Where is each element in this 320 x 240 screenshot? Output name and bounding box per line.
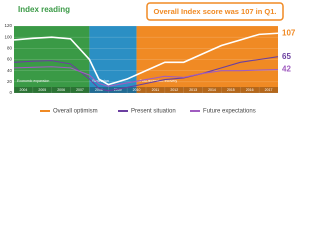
callout-text: Overall Index score was 107 in Q1. — [154, 7, 277, 16]
x-tick-label: 2004 — [20, 88, 28, 92]
x-tick-label: 2008 — [95, 88, 103, 92]
end-label: 107 — [282, 28, 296, 37]
x-tick-label: 2017 — [265, 88, 273, 92]
legend-label: Present situation — [131, 109, 176, 115]
end-label: 42 — [282, 65, 291, 74]
x-tick-label: 2013 — [189, 88, 197, 92]
chart-title: Index reading — [18, 5, 70, 14]
x-tick-label: 2006 — [57, 88, 65, 92]
x-tick-label: 2011 — [152, 88, 160, 92]
x-tick-label: 2009 — [114, 88, 122, 92]
x-tick-label: 2015 — [227, 88, 235, 92]
x-tick-label: 2014 — [208, 88, 216, 92]
chart: Index reading Overall Index score was 10… — [4, 2, 296, 115]
x-tick-label: 2010 — [133, 88, 141, 92]
x-tick-label: 2012 — [170, 88, 178, 92]
phase-band — [136, 26, 278, 93]
series-line — [13, 66, 279, 87]
year-strip — [14, 87, 278, 93]
x-tick-label: 2016 — [246, 88, 254, 92]
y-tick-label: 60 — [7, 57, 13, 62]
y-tick-label: 20 — [7, 79, 13, 84]
y-tick-label: 80 — [7, 46, 13, 51]
x-tick-label: 2005 — [38, 88, 46, 92]
phase-label: Economic expansion — [17, 79, 49, 83]
legend-label: Overall optimism — [53, 109, 98, 115]
legend-label: Future expectations — [203, 109, 256, 115]
series-line — [13, 32, 279, 86]
end-label: 65 — [282, 52, 291, 61]
y-tick-label: 120 — [4, 23, 12, 28]
y-tick-label: 40 — [7, 68, 13, 73]
x-tick-label: 2007 — [76, 88, 84, 92]
y-tick-label: 0 — [9, 90, 12, 95]
y-tick-label: 100 — [4, 34, 12, 39]
callout-box — [146, 2, 284, 21]
series-line — [13, 56, 279, 92]
